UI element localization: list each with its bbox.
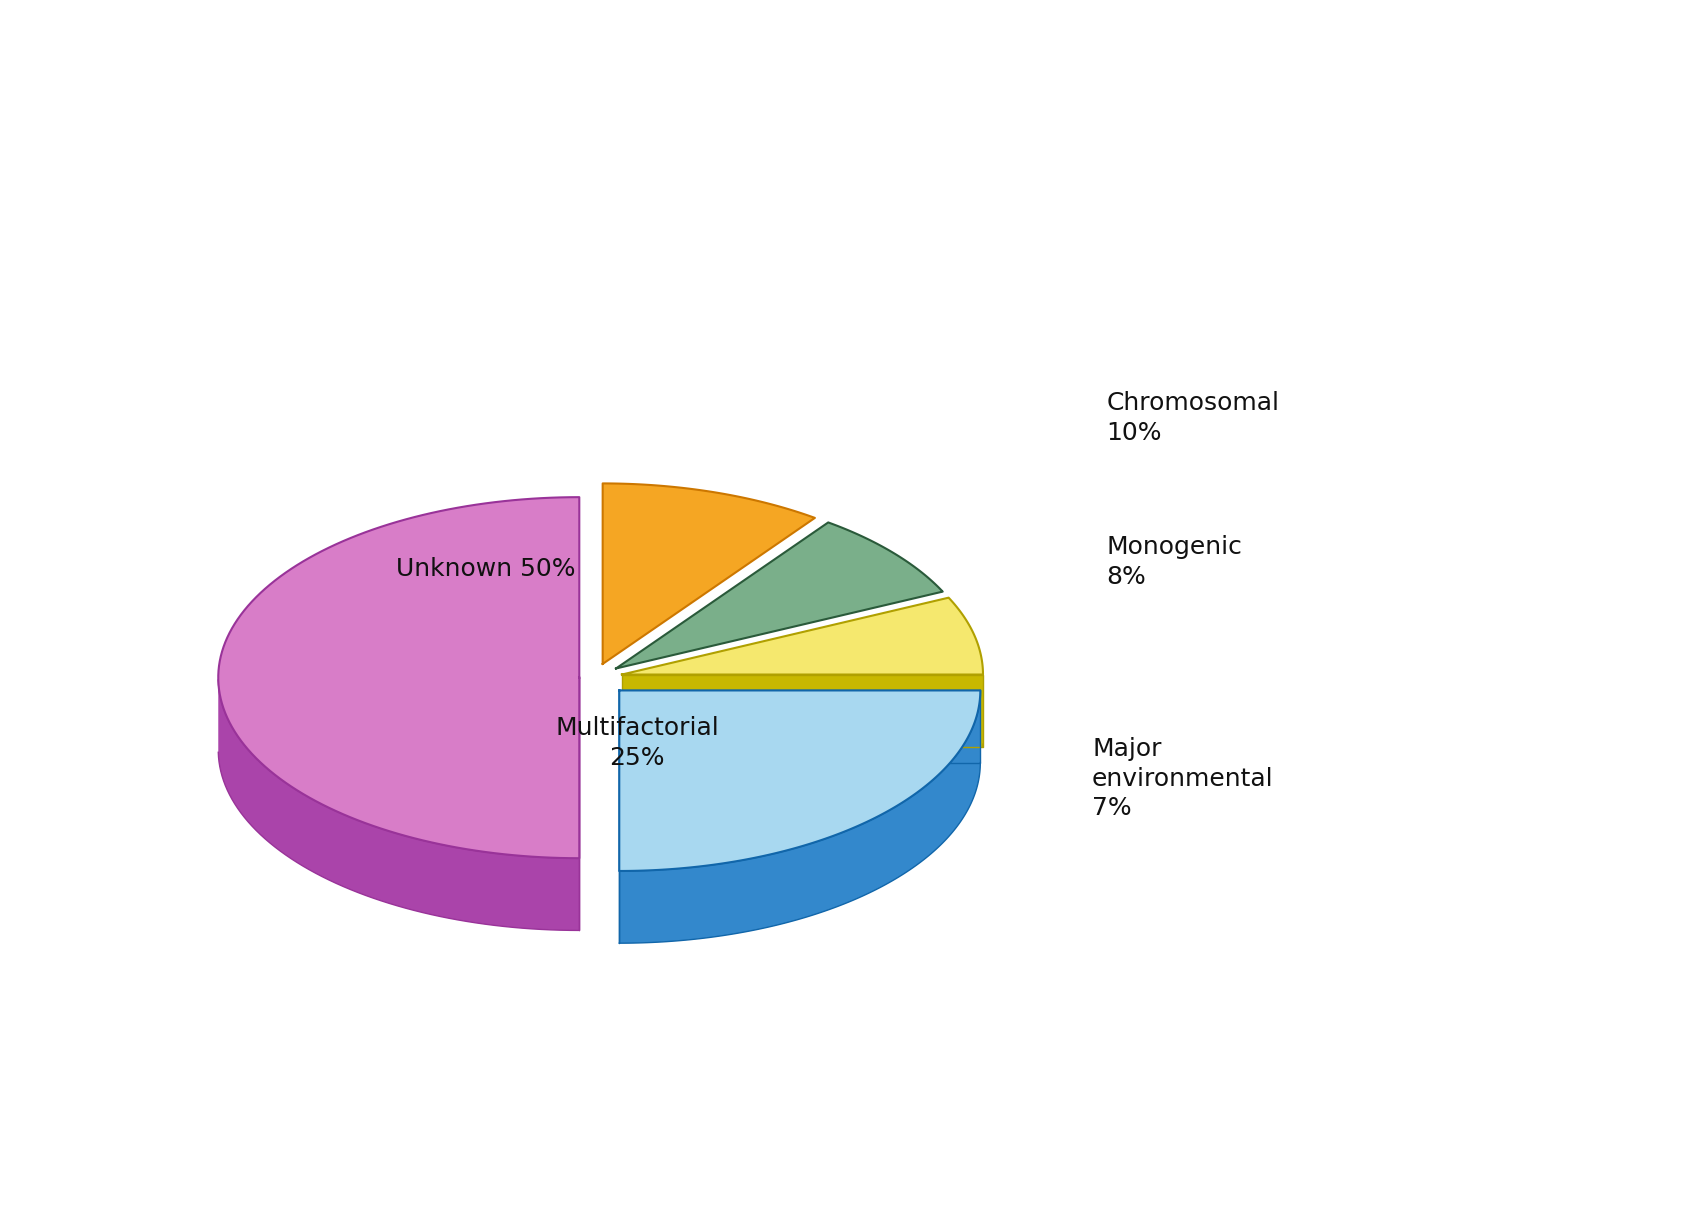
Polygon shape [619,691,980,871]
Polygon shape [619,691,980,763]
Text: Multifactorial
25%: Multifactorial 25% [556,715,720,769]
Polygon shape [619,691,980,943]
Text: Major
environmental
7%: Major environmental 7% [1091,737,1274,821]
Polygon shape [622,597,984,675]
Text: Chromosomal
10%: Chromosomal 10% [1107,391,1279,445]
Polygon shape [616,522,943,669]
Polygon shape [602,483,815,664]
Polygon shape [218,680,580,930]
Ellipse shape [764,638,871,746]
Text: Unknown 50%: Unknown 50% [396,558,575,581]
Polygon shape [622,675,984,747]
Ellipse shape [747,721,837,764]
Polygon shape [218,498,580,858]
Text: Monogenic
8%: Monogenic 8% [1107,536,1243,589]
